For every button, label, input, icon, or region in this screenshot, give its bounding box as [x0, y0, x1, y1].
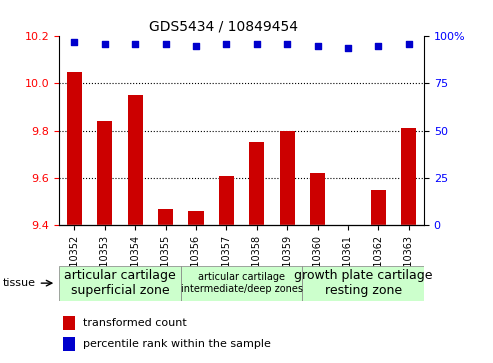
Point: [70, 39, 78, 45]
Point: [253, 41, 261, 47]
Point: [131, 41, 139, 47]
Bar: [158, 208, 173, 225]
Bar: [249, 142, 264, 225]
Bar: [67, 72, 82, 225]
Bar: [63, 337, 75, 351]
Bar: [401, 128, 417, 225]
Point: [314, 43, 321, 49]
Bar: [128, 95, 143, 225]
Bar: [97, 121, 112, 225]
Text: articular cartilage
intermediate/deep zones: articular cartilage intermediate/deep zo…: [180, 272, 303, 294]
Point: [192, 43, 200, 49]
Text: articular cartilage
superficial zone: articular cartilage superficial zone: [64, 269, 176, 297]
Bar: [181, 36, 211, 225]
Text: tissue: tissue: [3, 278, 36, 288]
Point: [405, 41, 413, 47]
Point: [375, 43, 383, 49]
Bar: [333, 36, 363, 225]
Bar: [59, 36, 90, 225]
Bar: [219, 176, 234, 225]
Bar: [393, 36, 424, 225]
Bar: [150, 36, 181, 225]
Bar: [188, 211, 204, 225]
Bar: [371, 189, 386, 225]
Point: [344, 45, 352, 50]
Bar: [90, 36, 120, 225]
Point: [101, 41, 108, 47]
Bar: [63, 315, 75, 330]
Bar: [310, 173, 325, 225]
Point: [283, 41, 291, 47]
Point: [162, 41, 170, 47]
Bar: [272, 36, 302, 225]
Text: transformed count: transformed count: [83, 318, 186, 328]
Bar: [302, 36, 333, 225]
Text: percentile rank within the sample: percentile rank within the sample: [83, 339, 271, 349]
Title: GDS5434 / 10849454: GDS5434 / 10849454: [149, 20, 298, 34]
Point: [222, 41, 230, 47]
Text: growth plate cartilage
resting zone: growth plate cartilage resting zone: [294, 269, 432, 297]
Bar: [120, 36, 150, 225]
FancyBboxPatch shape: [59, 266, 181, 301]
Bar: [363, 36, 393, 225]
FancyBboxPatch shape: [181, 266, 302, 301]
Bar: [280, 131, 295, 225]
FancyBboxPatch shape: [302, 266, 424, 301]
Bar: [242, 36, 272, 225]
Bar: [211, 36, 242, 225]
